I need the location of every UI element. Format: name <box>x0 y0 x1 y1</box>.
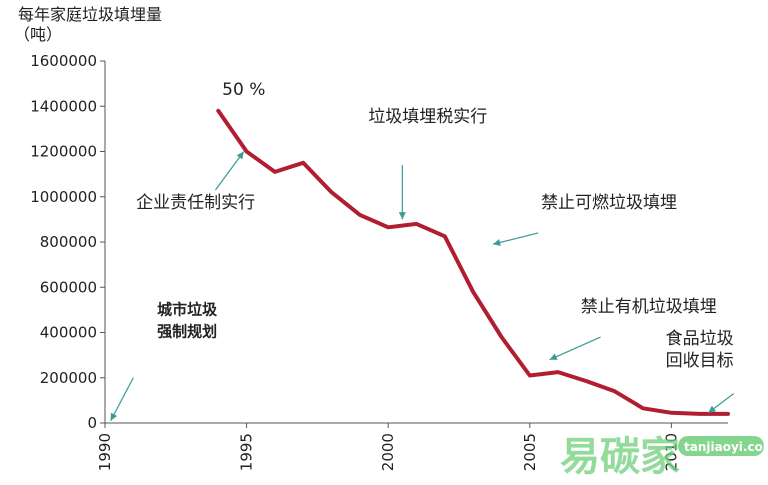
y-tick-label: 0 <box>87 414 97 432</box>
annotation-arrow-head <box>110 412 118 421</box>
y-tick-label: 1200000 <box>30 143 97 161</box>
annotation-arrow-head <box>708 405 717 413</box>
watermark-url: tanjiaoyi.com <box>684 440 768 454</box>
y-tick-label: 1600000 <box>30 52 97 70</box>
watermark-text: 易碳家 <box>560 434 680 480</box>
y-axis-label: 每年家庭垃圾填埋量 （吨） <box>14 5 162 44</box>
annotation-arrow-shaft <box>214 151 245 191</box>
y-axis-label-line-2: （吨） <box>14 25 62 44</box>
series-line <box>216 108 730 416</box>
y-axis-label-line-1: 每年家庭垃圾填埋量 <box>18 5 162 24</box>
y-tick-labels: 0 200000 400000 600000 800000 1000000 1200000 1… <box>30 52 97 432</box>
annotation-label: 50 % <box>222 80 265 100</box>
y-tick-label: 1000000 <box>30 188 97 206</box>
x-tick-label: 2005 <box>521 433 539 471</box>
annotation-arrow-head <box>549 353 558 360</box>
annotation-arrow-shaft <box>492 232 539 245</box>
axes <box>100 60 728 428</box>
annotation-label: 企业责任制实行 <box>136 193 255 213</box>
annotation-arrow-shaft <box>549 336 601 361</box>
annotation-arrow-head <box>398 212 406 220</box>
x-tick-label: 2000 <box>379 433 397 471</box>
annotation-label: 禁止可燃垃圾填埋 <box>541 193 677 213</box>
annotation-label: 垃圾填埋税实行 <box>368 107 487 127</box>
y-tick-label: 1400000 <box>30 97 97 115</box>
annotation-arrow-head <box>236 151 244 160</box>
annotation-label: 强制规划 <box>157 322 217 340</box>
y-tick-label: 800000 <box>40 233 97 251</box>
x-tick-label: 2010 <box>662 433 680 471</box>
x-tick-label: 1995 <box>238 433 256 471</box>
y-tick-label: 400000 <box>40 324 97 342</box>
y-tick-label: 600000 <box>40 278 97 296</box>
annotation-arrows <box>110 151 735 422</box>
y-tick-label: 200000 <box>40 369 97 387</box>
series-layer <box>216 108 730 416</box>
annotation-label: 食品垃圾 <box>666 329 734 349</box>
annotation-label: 禁止有机垃圾填埋 <box>581 297 717 317</box>
watermark-url-badge <box>678 436 764 456</box>
annotation-arrow-head <box>492 239 501 246</box>
watermark: 易碳家 tanjiaoyi.com <box>560 434 768 480</box>
x-tick-labels: 1990 1995 2000 2005 2010 <box>96 433 680 471</box>
annotation-label: 回收目标 <box>666 351 734 371</box>
annotation-label: 城市垃圾 <box>157 300 218 318</box>
x-tick-label: 1990 <box>96 433 114 471</box>
annotation-arrow-shaft <box>110 377 134 422</box>
